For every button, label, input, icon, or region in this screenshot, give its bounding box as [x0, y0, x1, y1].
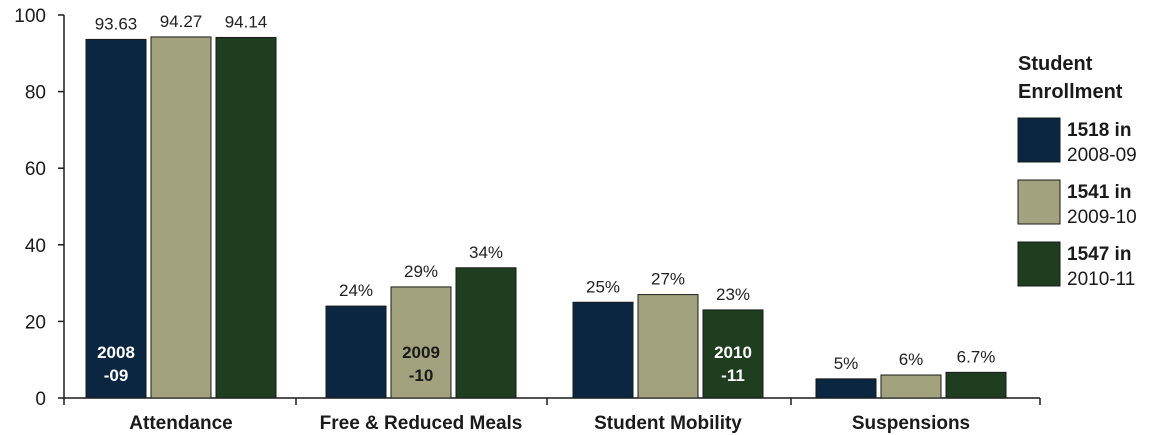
- in-bar-label: 2008: [97, 343, 135, 362]
- bar: [325, 305, 387, 399]
- data-label: 25%: [586, 277, 620, 296]
- data-label: 34%: [469, 243, 503, 262]
- legend: Student Enrollment 1518 in 2008-09 1541 in…: [1017, 53, 1137, 290]
- bar: [880, 374, 942, 399]
- y-tick-label: 40: [25, 236, 46, 257]
- bar: [85, 38, 147, 399]
- y-tick-label: 20: [25, 312, 46, 333]
- bar: [150, 36, 212, 399]
- category-label: Suspensions: [852, 413, 970, 434]
- data-label: 6%: [899, 350, 924, 369]
- legend-swatch: [1017, 241, 1061, 287]
- legend-swatch: [1017, 179, 1061, 225]
- in-bar-label: 2009: [402, 343, 440, 362]
- legend-item-year: 2009-10: [1067, 207, 1137, 228]
- legend-item-year: 2008-09: [1067, 145, 1137, 166]
- in-bar-label: 2010: [714, 343, 752, 362]
- data-label: 93.63: [95, 14, 138, 33]
- in-bar-label: -11: [721, 366, 745, 385]
- legend-title-line1: Student: [1018, 53, 1093, 75]
- data-label: 6.7%: [957, 347, 996, 366]
- bar: [637, 294, 699, 399]
- y-tick-label: 60: [25, 159, 46, 180]
- in-bar-label: -10: [409, 366, 434, 385]
- bar: [572, 301, 634, 399]
- data-label: 94.27: [160, 12, 203, 31]
- bar: [390, 286, 452, 399]
- data-label: 23%: [716, 285, 750, 304]
- legend-title-line2: Enrollment: [1018, 81, 1123, 103]
- data-label: 27%: [651, 270, 685, 289]
- legend-item-year: 2010-11: [1067, 269, 1135, 290]
- bar: [455, 267, 517, 399]
- data-label: 94.14: [225, 12, 268, 31]
- y-tick-label: 80: [25, 83, 46, 104]
- in-bar-label: -09: [104, 366, 129, 385]
- data-label: 29%: [404, 262, 438, 281]
- data-labels: 93.63 94.27 94.14 24% 29% 34% 25% 27% 23% 5% 6% 6.7…: [95, 12, 996, 373]
- in-bar-labels: 2008 -09 2009 -10 2010 -11: [97, 343, 752, 385]
- category-label: Free & Reduced Meals: [320, 413, 523, 434]
- category-labels: Attendance Free & Reduced Meals Student Mo…: [129, 413, 970, 434]
- bar: [215, 36, 277, 399]
- y-tick-label: 100: [14, 6, 46, 27]
- bars: [85, 36, 1007, 399]
- category-label: Student Mobility: [594, 413, 742, 434]
- bar: [945, 371, 1007, 399]
- bar: [815, 378, 877, 399]
- category-label: Attendance: [129, 413, 232, 434]
- bar: [702, 309, 764, 399]
- legend-swatch: [1017, 117, 1061, 163]
- legend-item-enrollment: 1518 in: [1067, 120, 1131, 141]
- y-axis-ticks: 0 20 40 60 80 100: [14, 6, 64, 410]
- legend-item-enrollment: 1541 in: [1067, 182, 1131, 203]
- data-label: 5%: [834, 354, 859, 373]
- y-tick-label: 0: [35, 389, 46, 410]
- legend-item-enrollment: 1547 in: [1067, 244, 1131, 265]
- data-label: 24%: [339, 281, 373, 300]
